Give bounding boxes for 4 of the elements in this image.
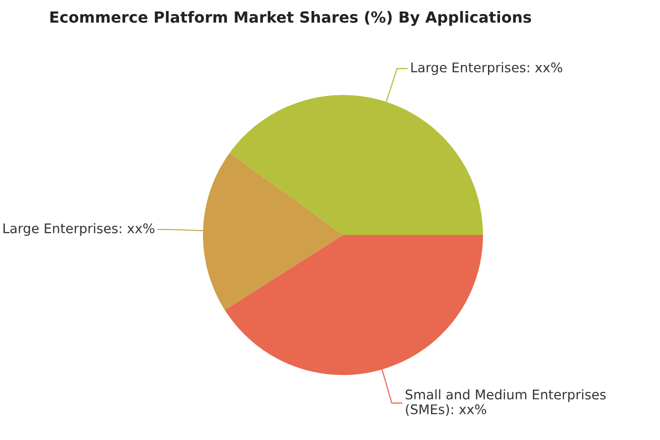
chart-title: Ecommerce Platform Market Shares (%) By Applications [50, 11, 532, 26]
slice-label: Small and Medium Enterprises (SMEs): xx% [406, 389, 606, 416]
slice-label: Large Enterprises: xx% [4, 223, 154, 236]
slice-label: Large Enterprises: xx% [411, 62, 562, 75]
